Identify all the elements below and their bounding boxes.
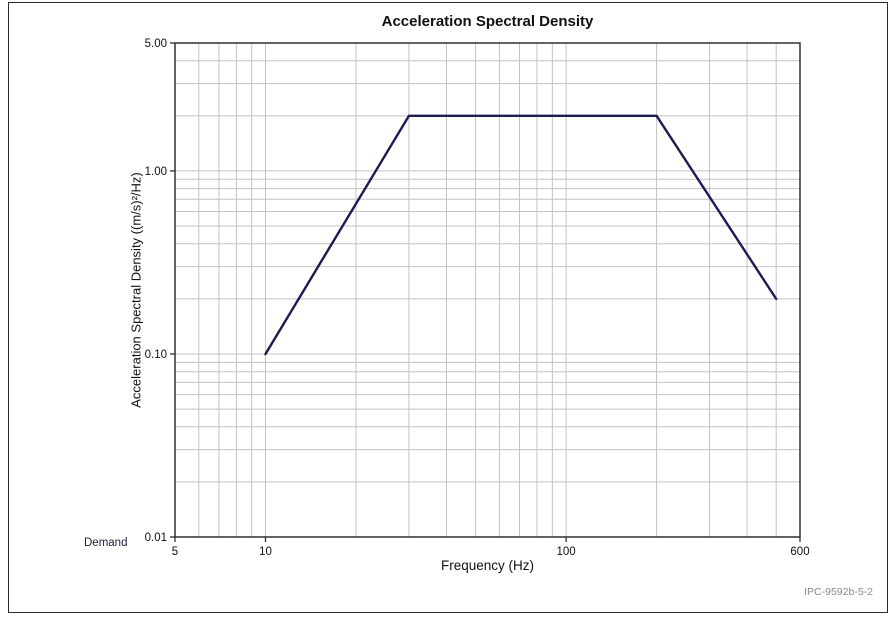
figure-reference: IPC-9592b-5-2 xyxy=(804,586,873,598)
x-tick-label: 10 xyxy=(259,546,272,558)
x-tick-label: 5 xyxy=(172,546,178,558)
chart-title: Acceleration Spectral Density xyxy=(381,13,594,30)
legend-demand-label: Demand xyxy=(84,537,128,549)
y-tick-label: 0.01 xyxy=(145,532,167,544)
y-tick-label: 0.10 xyxy=(145,349,167,361)
y-tick-label: 5.00 xyxy=(145,38,167,50)
y-axis-label: Acceleration Spectral Density ((m/s)²/Hz… xyxy=(128,172,144,408)
series-demand-line xyxy=(264,114,778,356)
y-tick-label: 1.00 xyxy=(145,166,167,178)
x-tick-label: 600 xyxy=(790,546,809,558)
x-axis-label: Frequency (Hz) xyxy=(440,558,535,573)
x-tick-label: 100 xyxy=(556,546,575,558)
plot-frame xyxy=(174,42,801,538)
